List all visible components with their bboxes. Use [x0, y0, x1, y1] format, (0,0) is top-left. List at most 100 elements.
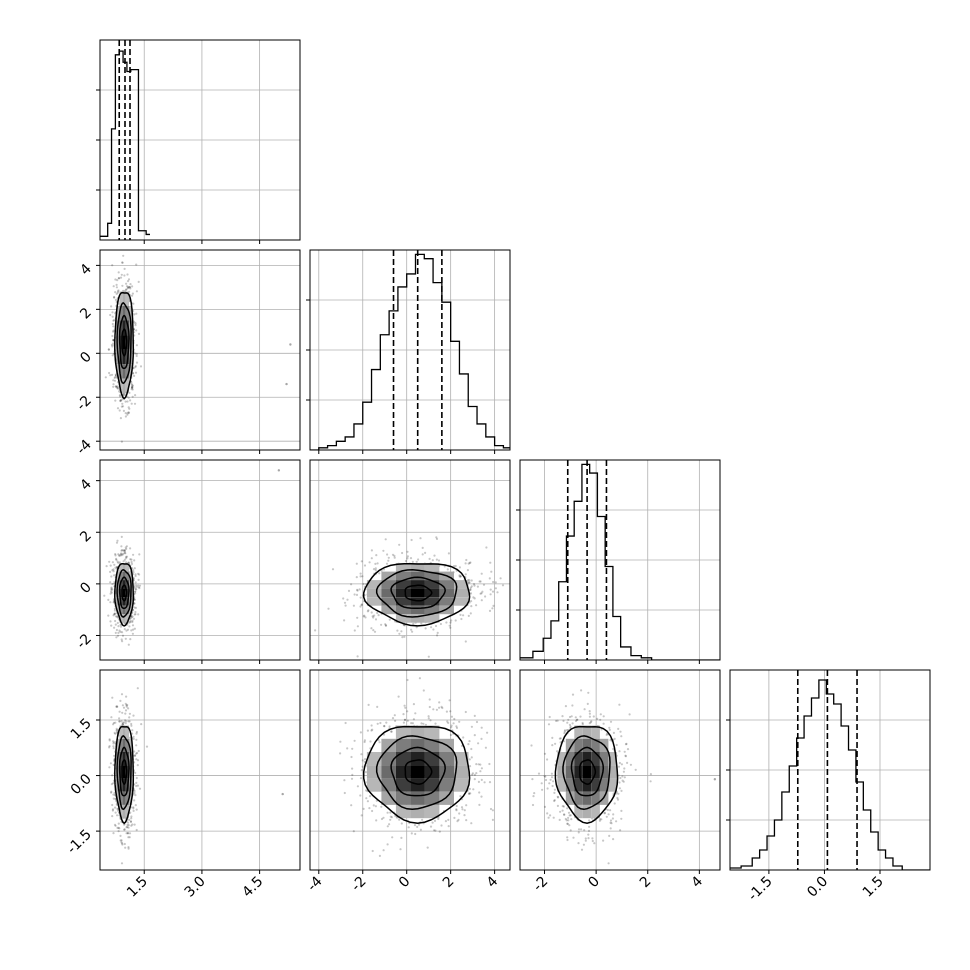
density-cell — [599, 765, 609, 779]
scatter-point — [112, 568, 115, 571]
scatter-point — [607, 862, 610, 865]
scatter-point — [118, 554, 121, 558]
scatter-point — [620, 809, 623, 813]
scatter-point — [113, 295, 116, 299]
scatter-point — [369, 740, 372, 743]
scatter-point — [359, 575, 362, 578]
scatter-point — [370, 549, 373, 552]
scatter-point — [479, 763, 482, 766]
scatter-point — [365, 789, 368, 792]
density-cell — [129, 571, 133, 581]
scatter-point — [113, 612, 116, 616]
scatter-point — [620, 817, 623, 820]
scatter-point — [383, 724, 386, 728]
scatter-point — [435, 537, 439, 541]
scatter-point — [118, 561, 121, 564]
panel-1-0: -4 -2 0 2 4 — [74, 249, 301, 458]
contour-line — [114, 563, 135, 627]
density-cell — [125, 725, 129, 739]
scatter-point — [400, 630, 403, 633]
scatter-point — [602, 715, 605, 718]
density-cell — [122, 588, 126, 598]
scatter-point — [435, 536, 438, 539]
scatter-point — [120, 398, 123, 401]
scatter-point — [432, 628, 435, 631]
contour-line — [118, 746, 130, 797]
scatter-point — [567, 811, 571, 814]
scatter-point — [470, 579, 473, 582]
scatter-point — [355, 562, 358, 565]
scatter-point — [579, 715, 582, 718]
scatter-point — [355, 576, 358, 579]
contour-line — [121, 584, 128, 602]
scatter-point — [428, 698, 431, 701]
scatter-point — [468, 740, 471, 743]
scatter-point — [132, 735, 135, 738]
density-cell — [395, 563, 411, 572]
scatter-point — [360, 560, 363, 563]
scatter-point — [136, 751, 139, 755]
scatter-point — [112, 319, 115, 322]
scatter-point — [133, 627, 136, 630]
scatter-point — [499, 577, 502, 580]
scatter-point — [112, 330, 115, 333]
scatter-point — [649, 780, 652, 783]
scatter-point — [624, 743, 628, 746]
density-cell — [608, 752, 617, 766]
scatter-point — [114, 824, 117, 827]
scatter-point — [359, 596, 362, 599]
scatter-point — [389, 818, 392, 821]
scatter-point — [130, 817, 133, 820]
density-cell — [395, 605, 411, 615]
scatter-point — [428, 557, 431, 561]
scatter-point — [108, 746, 111, 749]
scatter-point — [556, 750, 559, 753]
scatter-point — [608, 726, 611, 729]
scatter-point — [115, 558, 118, 562]
scatter-point — [629, 763, 633, 766]
scatter-point — [123, 550, 126, 553]
scatter-point — [130, 383, 133, 386]
density-cell — [565, 778, 575, 792]
y-tick-label: 0.0 — [68, 771, 95, 798]
scatter-point — [121, 634, 125, 637]
scatter-point — [356, 616, 359, 619]
scatter-point — [132, 628, 135, 631]
scatter-point — [450, 619, 453, 622]
panel-frame — [99, 459, 301, 661]
scatter-point — [360, 603, 363, 607]
scatter-point — [384, 624, 387, 627]
scatter-point — [544, 778, 548, 782]
x-tick-label: -2 — [348, 874, 369, 895]
scatter-point — [458, 574, 461, 577]
scatter-point — [480, 767, 483, 770]
scatter-point — [118, 409, 121, 412]
scatter-point — [398, 632, 401, 635]
scatter-point — [455, 804, 458, 808]
scatter-point — [137, 578, 140, 582]
scatter-point — [575, 718, 579, 721]
scatter-point — [115, 386, 119, 389]
scatter-point — [482, 583, 486, 586]
scatter-point — [599, 713, 602, 716]
scatter-point — [363, 740, 366, 744]
scatter-point — [124, 546, 127, 549]
scatter-point — [581, 723, 584, 726]
scatter-point — [120, 839, 123, 842]
scatter-point — [431, 821, 434, 824]
scatter-point — [118, 717, 121, 720]
scatter-point — [433, 554, 436, 557]
density-cell — [122, 752, 126, 766]
density-cell — [424, 614, 440, 623]
scatter-point — [478, 803, 481, 807]
scatter-point — [386, 553, 389, 556]
scatter-point — [584, 839, 587, 842]
scatter-point — [132, 571, 135, 574]
scatter-point — [480, 572, 483, 575]
scatter-point — [558, 818, 561, 822]
scatter-point — [131, 292, 134, 295]
scatter-point — [489, 588, 492, 591]
scatter-point — [359, 605, 362, 608]
density-cell — [119, 291, 123, 306]
density-cell — [424, 778, 440, 792]
